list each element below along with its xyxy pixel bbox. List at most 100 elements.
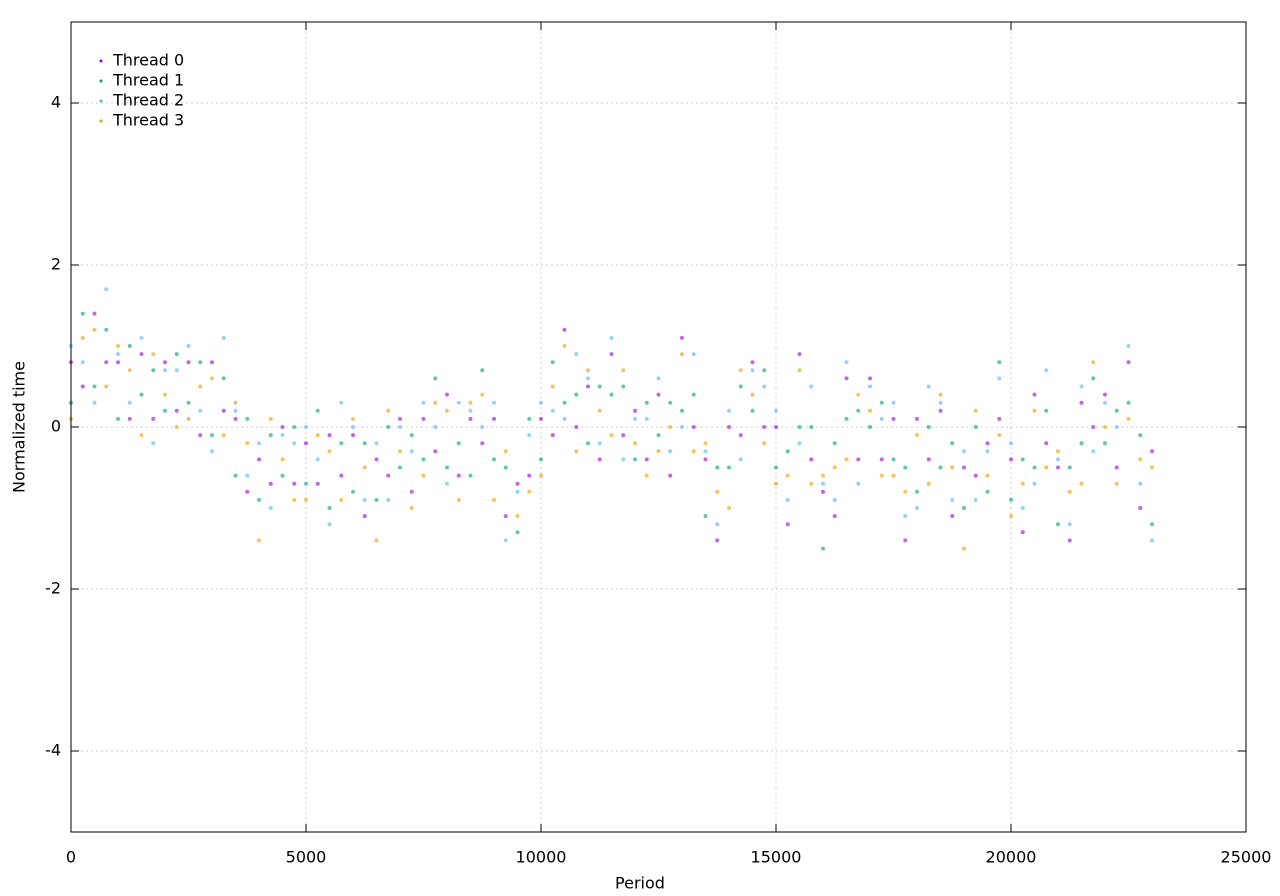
point	[515, 489, 520, 494]
point	[1114, 408, 1119, 413]
point	[656, 449, 661, 454]
point	[715, 465, 720, 470]
point	[903, 514, 908, 519]
point	[151, 368, 156, 373]
point	[233, 400, 238, 405]
point	[221, 433, 226, 438]
point	[1009, 514, 1013, 519]
point	[503, 538, 508, 543]
x-axis-label: Period	[615, 874, 665, 893]
point	[480, 441, 485, 446]
point	[727, 425, 731, 429]
point	[92, 327, 97, 332]
point	[304, 425, 308, 429]
point	[926, 457, 931, 462]
point	[280, 457, 285, 462]
point	[445, 408, 449, 413]
point	[139, 352, 144, 357]
legend-marker	[99, 99, 103, 103]
point	[656, 392, 661, 397]
point	[586, 376, 590, 381]
point	[1150, 449, 1154, 454]
point	[985, 441, 990, 446]
point	[1150, 522, 1154, 527]
point	[268, 481, 273, 486]
point	[480, 425, 485, 429]
point	[1103, 425, 1107, 429]
point	[1138, 506, 1143, 510]
point	[503, 449, 508, 454]
point	[997, 360, 1002, 365]
point	[550, 408, 555, 413]
point	[680, 408, 684, 413]
point	[985, 489, 990, 494]
point	[738, 457, 743, 462]
point	[339, 473, 344, 478]
point	[797, 425, 802, 429]
x-tick-label: 0	[66, 848, 76, 867]
point	[574, 449, 579, 454]
point	[785, 522, 790, 527]
point	[1020, 506, 1025, 510]
point	[421, 473, 426, 478]
point	[527, 473, 532, 478]
point	[950, 441, 955, 446]
point	[903, 465, 908, 470]
point	[492, 497, 496, 502]
point	[691, 352, 696, 357]
point	[821, 546, 825, 551]
point	[774, 425, 778, 429]
point	[374, 538, 379, 543]
point	[926, 481, 931, 486]
point	[339, 497, 344, 502]
point	[633, 416, 637, 421]
point	[926, 384, 931, 389]
point	[174, 425, 179, 429]
point	[445, 481, 449, 486]
point	[433, 449, 438, 454]
point	[621, 457, 626, 462]
point	[973, 408, 978, 413]
point	[891, 457, 896, 462]
point	[1126, 400, 1131, 405]
point	[1103, 400, 1107, 405]
point	[151, 416, 156, 421]
point	[480, 392, 485, 397]
point	[656, 433, 661, 438]
point	[1091, 376, 1096, 381]
point	[973, 473, 978, 478]
point	[750, 408, 755, 413]
point	[127, 344, 132, 348]
point	[856, 392, 861, 397]
point	[386, 473, 391, 478]
point	[891, 416, 896, 421]
point	[174, 408, 179, 413]
point	[1114, 465, 1119, 470]
point	[997, 433, 1002, 438]
point	[797, 352, 802, 357]
point	[409, 506, 414, 510]
x-tick-label: 20000	[986, 848, 1037, 867]
point	[104, 287, 109, 292]
point	[609, 335, 614, 340]
point	[691, 392, 696, 397]
point	[715, 538, 720, 543]
point	[433, 425, 438, 429]
point	[621, 368, 626, 373]
point	[586, 441, 590, 446]
point	[80, 335, 85, 340]
point	[245, 416, 250, 421]
point	[938, 408, 943, 413]
point	[1079, 400, 1084, 405]
point	[327, 449, 332, 454]
point	[738, 368, 743, 373]
point	[198, 360, 203, 365]
point	[915, 506, 919, 510]
point	[127, 368, 132, 373]
point	[597, 408, 602, 413]
point	[644, 400, 649, 405]
point	[421, 416, 426, 421]
point	[985, 473, 990, 478]
point	[280, 433, 285, 438]
point	[1091, 360, 1096, 365]
